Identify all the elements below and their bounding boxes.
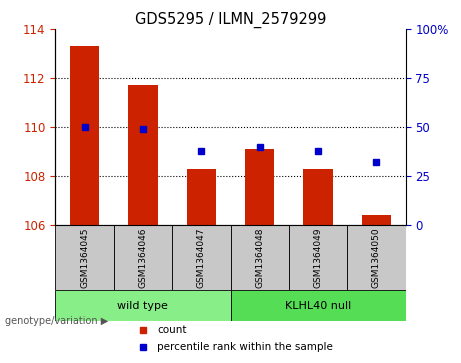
Text: wild type: wild type (118, 301, 168, 311)
Bar (245, 149, 274, 225)
Text: genotype/variation ▶: genotype/variation ▶ (5, 316, 108, 326)
Bar (114, 225, 172, 290)
Bar (230, 290, 406, 321)
Bar (187, 169, 216, 225)
Bar (303, 169, 333, 225)
Bar (347, 225, 406, 290)
Bar (172, 225, 230, 290)
Text: GSM1364049: GSM1364049 (313, 228, 323, 288)
Text: count: count (157, 325, 186, 335)
Bar (128, 85, 158, 225)
Bar (55, 290, 230, 321)
Text: GSM1364050: GSM1364050 (372, 227, 381, 288)
Text: GSM1364048: GSM1364048 (255, 228, 264, 288)
Bar (289, 225, 347, 290)
Bar (362, 215, 391, 225)
Bar (230, 225, 289, 290)
Title: GDS5295 / ILMN_2579299: GDS5295 / ILMN_2579299 (135, 12, 326, 28)
Text: GSM1364047: GSM1364047 (197, 228, 206, 288)
Bar (70, 46, 99, 225)
Text: GSM1364046: GSM1364046 (138, 228, 148, 288)
Bar (55, 225, 114, 290)
Text: percentile rank within the sample: percentile rank within the sample (157, 342, 333, 352)
Text: GSM1364045: GSM1364045 (80, 228, 89, 288)
Text: KLHL40 null: KLHL40 null (285, 301, 351, 311)
